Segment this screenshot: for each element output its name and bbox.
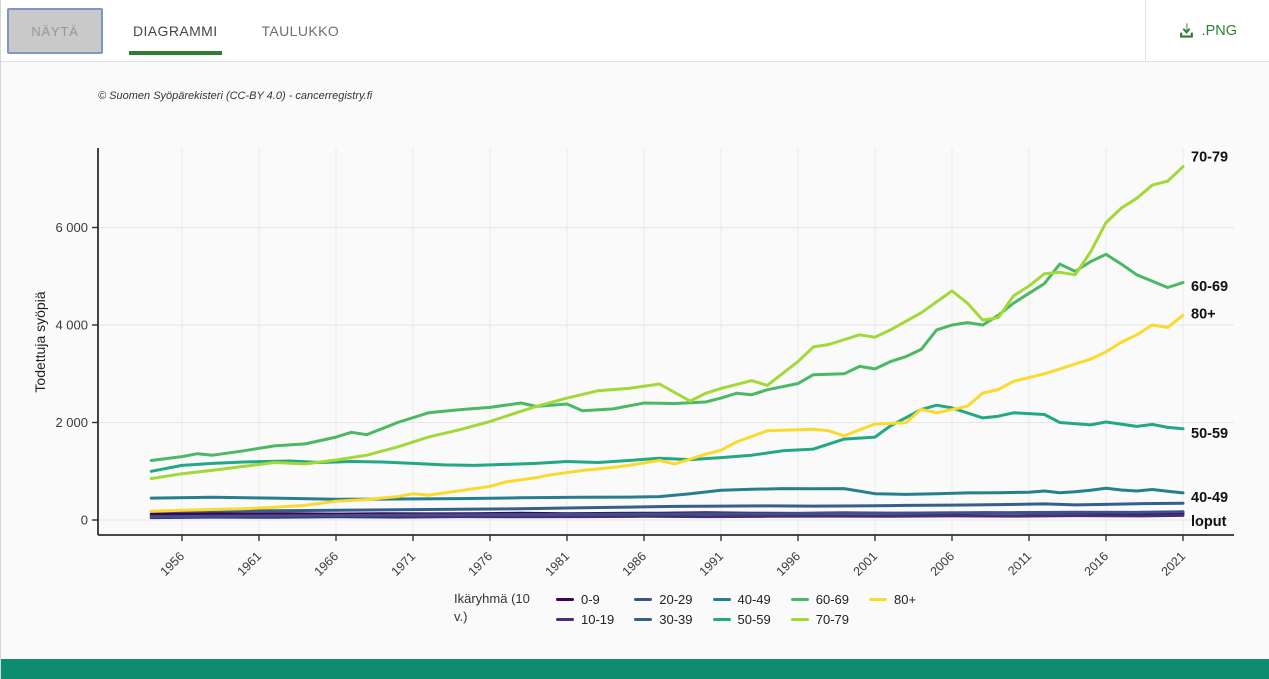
legend-items: 0-9 10-19 20-29 30-39 40-49 50-59 60-69 70-79 80… <box>556 590 916 629</box>
y-tick-label: 0 <box>81 513 88 528</box>
x-tick-label: 2001 <box>851 549 881 579</box>
x-tick-label: 1961 <box>235 549 265 579</box>
line-label-70-79: 70-79 <box>1191 149 1228 165</box>
legend-label: 40-49 <box>737 592 771 607</box>
legend-swatch-40-49 <box>712 598 731 601</box>
series-line-50-59 <box>149 403 1185 473</box>
legend-label: 50-59 <box>737 612 771 627</box>
legend-item-70-79: 70-79 <box>790 610 849 629</box>
x-tick-label: 1956 <box>158 549 188 579</box>
legend-item-50-59: 50-59 <box>712 610 771 629</box>
toolbar-right: .PNG <box>1144 0 1269 61</box>
legend: Ikäryhmä (10 v.) 0-9 10-19 20-29 30-39 40-49… <box>454 590 916 629</box>
x-tick-label: 1971 <box>389 549 419 579</box>
line-label-80+: 80+ <box>1191 306 1216 322</box>
line-label-50-59: 50-59 <box>1191 426 1228 442</box>
legend-swatch-10-19 <box>556 618 574 621</box>
x-tick-label: 2016 <box>1082 549 1112 579</box>
tab-taulukko[interactable]: TAULUKKO <box>261 22 340 39</box>
legend-item-20-29: 20-29 <box>634 590 693 609</box>
legend-swatch-0-9 <box>556 598 574 601</box>
legend-label: 60-69 <box>815 592 849 607</box>
y-tick-label: 2 000 <box>55 415 88 430</box>
series-line-20-29 <box>149 510 1185 519</box>
series-line-60-69 <box>149 252 1185 462</box>
legend-swatch-70-79 <box>790 618 809 621</box>
legend-swatch-20-29 <box>634 598 653 601</box>
x-tick-label: 1996 <box>774 549 804 579</box>
x-tick-label: 2011 <box>1005 549 1034 578</box>
legend-item-40-49: 40-49 <box>712 590 771 609</box>
tab-bar: DIAGRAMMI TAULUKKO <box>129 0 379 61</box>
line-label-40-49: 40-49 <box>1191 490 1228 506</box>
legend-swatch-80+ <box>869 598 887 601</box>
download-icon <box>1179 23 1193 38</box>
y-tick-label: 4 000 <box>55 318 88 333</box>
attribution-text: © Suomen Syöpärekisteri (CC-BY 4.0) - ca… <box>98 90 373 102</box>
legend-label: 80+ <box>894 592 917 607</box>
x-tick-label: 2006 <box>928 549 958 579</box>
legend-item-30-39: 30-39 <box>634 610 693 629</box>
x-tick-label: 1966 <box>312 549 342 579</box>
legend-title: Ikäryhmä (10 v.) <box>454 591 530 624</box>
x-tick-label: 1986 <box>620 549 650 579</box>
x-tick-label: 1991 <box>697 549 727 579</box>
legend-label: 30-39 <box>659 612 693 627</box>
line-label-60-69: 60-69 <box>1191 279 1228 295</box>
footer-bar <box>1 659 1269 679</box>
toolbar: NÄYTÄ DIAGRAMMI TAULUKKO .PNG <box>1 0 1269 62</box>
legend-swatch-30-39 <box>634 618 653 621</box>
x-tick-label: 2021 <box>1159 549 1189 579</box>
line-label-loput: loput <box>1191 514 1227 530</box>
series-line-80+ <box>149 313 1185 513</box>
download-png-label: .PNG <box>1201 22 1237 39</box>
x-tick-label: 1976 <box>466 549 496 579</box>
line-chart: 1956 1961 1966 1971 1976 1981 1986 1991 1996 2001… <box>32 148 1234 579</box>
x-tick-label: 1981 <box>543 549 573 579</box>
y-tick-label: 6 000 <box>55 220 88 235</box>
series-line-30-39 <box>149 501 1185 513</box>
legend-label: 70-79 <box>815 612 849 627</box>
legend-swatch-60-69 <box>790 598 809 601</box>
y-axis-title: Todettuja syöpiä <box>32 291 48 392</box>
legend-item-80+: 80+ <box>869 590 916 609</box>
download-png-button[interactable]: .PNG <box>1172 21 1243 40</box>
legend-item-10-19: 10-19 <box>556 610 614 629</box>
show-button[interactable]: NÄYTÄ <box>7 8 103 54</box>
legend-swatch-50-59 <box>712 618 731 621</box>
series-line-40-49 <box>149 486 1185 501</box>
tab-diagrammi[interactable]: DIAGRAMMI <box>129 0 222 61</box>
legend-item-0-9: 0-9 <box>556 590 614 609</box>
legend-label: 0-9 <box>581 592 600 607</box>
legend-item-60-69: 60-69 <box>790 590 849 609</box>
legend-label: 20-29 <box>659 592 693 607</box>
series-line-70-79 <box>149 165 1185 481</box>
legend-label: 10-19 <box>581 612 615 627</box>
